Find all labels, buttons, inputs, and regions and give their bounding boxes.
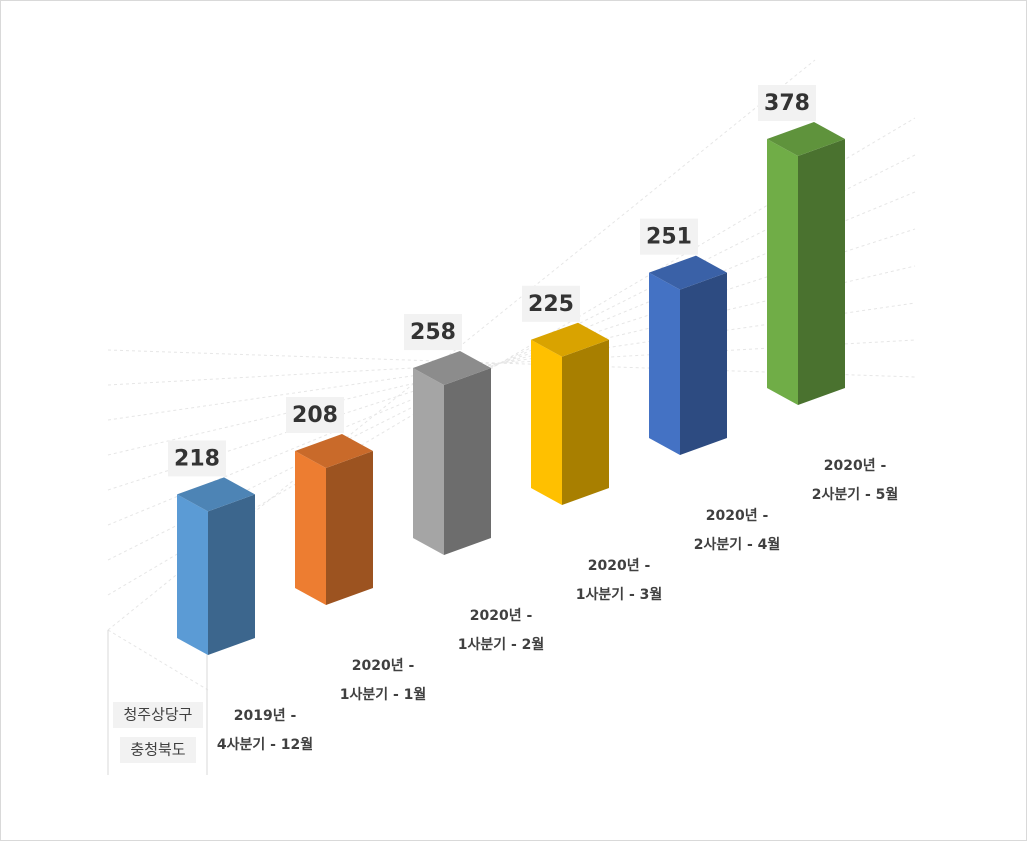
bar-side	[444, 368, 491, 555]
value-label: 218	[174, 446, 220, 471]
bar-top	[295, 433, 373, 468]
bar-top	[177, 477, 255, 512]
bar-side	[562, 339, 609, 505]
value-label: 225	[528, 292, 574, 317]
bar-front	[649, 272, 680, 455]
x-tick-label: 2사분기 - 4월	[694, 536, 781, 553]
x-tick-label: 2020년 -	[470, 608, 533, 624]
value-label-bg	[522, 285, 580, 322]
bar-front	[531, 339, 562, 505]
value-label: 208	[292, 403, 338, 428]
x-tick-label: 2020년 -	[352, 658, 415, 674]
x-tick-label: 1사분기 - 2월	[458, 636, 545, 653]
bar-side	[798, 139, 845, 405]
bar-front	[767, 139, 798, 405]
value-label: 251	[646, 225, 692, 250]
x-tick-label: 4사분기 - 12월	[217, 736, 313, 753]
bar-side	[208, 494, 255, 655]
bar-top	[767, 122, 845, 156]
group-label: 청주상당구	[123, 706, 192, 724]
x-tick-label: 2사분기 - 5월	[812, 486, 899, 503]
value-label-bg	[168, 440, 226, 477]
bar-side	[326, 450, 373, 605]
value-label-bg	[640, 218, 698, 255]
x-tick-label: 2020년 -	[588, 558, 651, 574]
bar-front	[177, 494, 208, 655]
x-tick-label: 2020년 -	[706, 508, 769, 524]
value-label-bg	[286, 396, 344, 433]
bar-top	[413, 351, 491, 386]
bar-front	[295, 450, 326, 605]
group-label-bg	[120, 737, 196, 763]
value-label-bg	[404, 314, 462, 351]
value-label: 258	[410, 320, 456, 345]
value-label: 378	[764, 91, 810, 116]
value-label-bg	[758, 85, 816, 121]
bar-top	[649, 255, 727, 290]
bar-top	[531, 322, 609, 357]
x-tick-label: 2019년 -	[234, 708, 297, 724]
x-tick-label: 1사분기 - 3월	[576, 586, 663, 603]
bar-side	[680, 272, 727, 455]
x-tick-label: 1사분기 - 1월	[340, 686, 427, 703]
group-label: 충청북도	[130, 741, 185, 759]
bar-front	[413, 368, 444, 555]
x-tick-label: 2020년 -	[824, 458, 887, 474]
group-label-bg	[113, 702, 203, 728]
